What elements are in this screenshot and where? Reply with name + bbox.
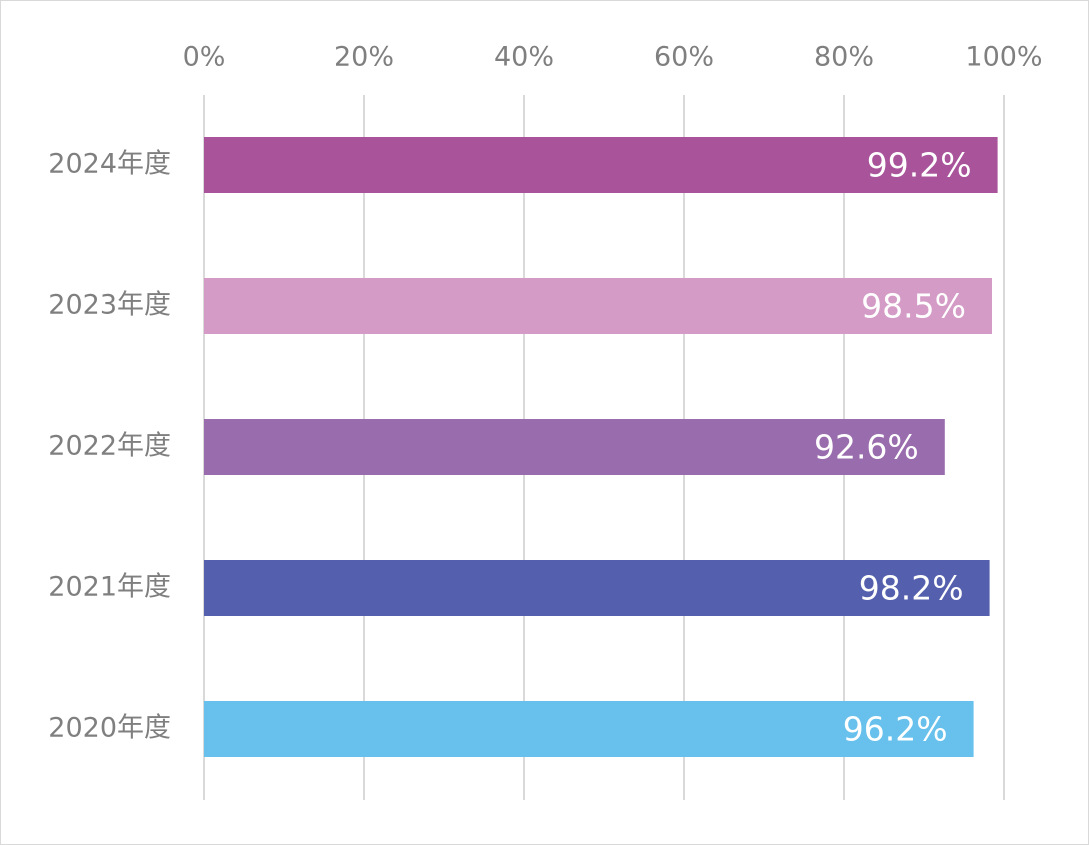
category-label: 2024年度	[48, 149, 171, 180]
data-labels: 99.2% 98.5% 92.6% 98.2% 96.2%	[814, 146, 972, 749]
category-label: 2023年度	[48, 290, 171, 321]
bar	[204, 419, 945, 475]
data-label: 99.2%	[867, 146, 972, 185]
category-label: 2020年度	[48, 713, 171, 744]
x-tick-label: 100%	[965, 42, 1042, 73]
x-axis-tick-labels: 0% 20% 40% 60% 80% 100%	[183, 42, 1043, 73]
x-tick-label: 80%	[814, 42, 874, 73]
x-tick-label: 40%	[494, 42, 554, 73]
x-tick-label: 60%	[654, 42, 714, 73]
bar	[204, 278, 992, 334]
data-label: 98.2%	[859, 569, 964, 608]
data-label: 96.2%	[843, 710, 948, 749]
category-label: 2022年度	[48, 431, 171, 462]
bar	[204, 701, 974, 757]
data-label: 92.6%	[814, 428, 919, 467]
category-labels: 2024年度 2023年度 2022年度 2021年度 2020年度	[48, 149, 171, 744]
x-tick-label: 0%	[183, 42, 226, 73]
category-label: 2021年度	[48, 572, 171, 603]
data-label: 98.5%	[861, 287, 966, 326]
bar	[204, 560, 990, 616]
bars	[204, 137, 998, 757]
x-tick-label: 20%	[334, 42, 394, 73]
bar	[204, 137, 998, 193]
